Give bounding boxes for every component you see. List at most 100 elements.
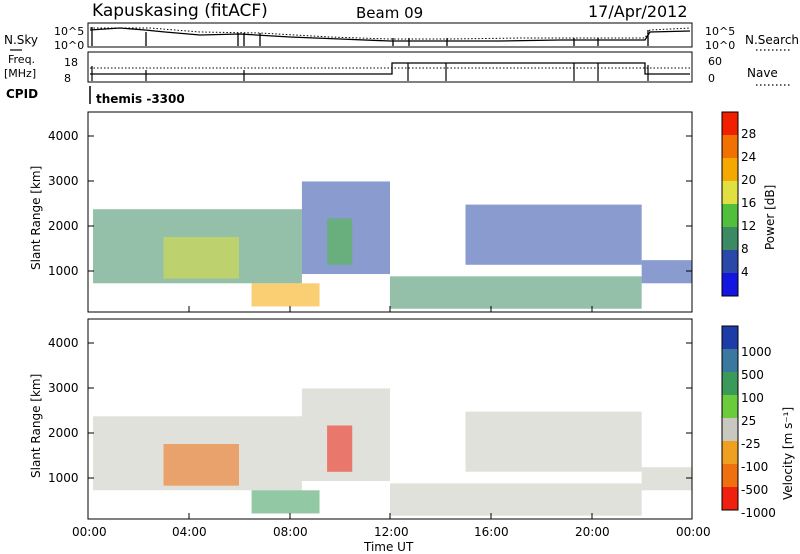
echo-region	[390, 276, 642, 309]
noise-panel: 10^5 10^0 10^5 10^0	[54, 22, 735, 52]
power-colorbar-swatches	[722, 112, 738, 296]
colorbar-swatch	[722, 112, 738, 135]
vel-cbar-tick-neg500: -500	[741, 483, 768, 497]
power-ytick-2000: 2000	[48, 219, 79, 233]
x-tick-0400: 04:00	[172, 525, 207, 539]
colorbar-swatch	[722, 135, 738, 158]
power-colorbar: 4 8 12 16 20 24 28 Power [dB]	[721, 111, 777, 297]
power-panel: Slant Range [km] 1000 2000 3000 4000	[29, 111, 693, 313]
echo-region	[163, 237, 239, 279]
x-tick-0800: 08:00	[273, 525, 308, 539]
nsky-label: N.Sky	[4, 33, 38, 47]
x-tick-1200: 12:00	[374, 525, 409, 539]
vel-cbar-tick-500: 500	[741, 368, 764, 382]
velocity-cbar-label: Velocity [m s⁻¹]	[781, 407, 795, 500]
nsky-trace	[89, 27, 691, 42]
noise-left-tick-bottom: 10^0	[54, 39, 84, 52]
velocity-yticks-marks	[88, 342, 692, 479]
noise-spikes	[91, 27, 649, 46]
echo-region	[251, 490, 320, 514]
x-tick-2000: 20:00	[575, 525, 610, 539]
colorbar-swatch	[722, 487, 738, 510]
velocity-panel: Slant Range [km] 1000 2000 3000 4000	[29, 318, 693, 520]
colorbar-swatch	[722, 204, 738, 227]
power-cbar-tick-20: 20	[741, 173, 756, 187]
colorbar-swatch	[722, 158, 738, 181]
power-cbar-tick-12: 12	[741, 219, 756, 233]
velocity-echo-layer	[93, 388, 692, 516]
colorbar-swatch	[722, 395, 738, 418]
vel-cbar-tick-25: 25	[741, 414, 756, 428]
power-cbar-tick-28: 28	[741, 127, 756, 141]
colorbar-swatch	[722, 464, 738, 487]
colorbar-swatch	[722, 250, 738, 273]
power-ytick-3000: 3000	[48, 174, 79, 188]
freq-label-2: [MHz]	[4, 67, 36, 80]
colorbar-swatch	[722, 441, 738, 464]
freq-label-1: Freq.	[8, 53, 35, 66]
station-title: Kapuskasing (fitACF)	[92, 1, 268, 21]
echo-region	[641, 260, 692, 284]
velocity-colorbar-swatches	[722, 326, 738, 510]
cpid-label: CPID	[6, 87, 38, 101]
echo-region	[327, 425, 353, 472]
x-tick-0000a: 00:00	[72, 525, 107, 539]
x-axis: 00:00 04:00 08:00 12:00 16:00 20:00 00:0…	[72, 306, 711, 554]
date-title: 17/Apr/2012	[588, 2, 688, 21]
noise-right-tick-bottom: 10^0	[705, 39, 735, 52]
echo-region	[390, 483, 642, 516]
power-cbar-tick-16: 16	[741, 196, 756, 210]
power-cbar-tick-8: 8	[741, 242, 749, 256]
velocity-ytick-4000: 4000	[48, 336, 79, 350]
echo-region	[465, 204, 642, 265]
colorbar-swatch	[722, 418, 738, 441]
noise-right-tick-top: 10^5	[705, 25, 735, 38]
nsearch-trace	[90, 27, 691, 40]
freq-trace	[90, 62, 690, 75]
velocity-ytick-2000: 2000	[48, 426, 79, 440]
velocity-ytick-1000: 1000	[48, 471, 79, 485]
power-ytick-4000: 4000	[48, 129, 79, 143]
x-tick-1600: 16:00	[474, 525, 509, 539]
velocity-colorbar: 1000 500 100 25 -25 -100 -500 -1000 Velo…	[721, 325, 795, 520]
velocity-ytick-3000: 3000	[48, 381, 79, 395]
echo-region	[327, 218, 353, 265]
power-ytick-1000: 1000	[48, 264, 79, 278]
echo-region	[465, 411, 642, 472]
freq-right-tick-bottom: 0	[708, 72, 715, 85]
power-yticks-marks	[88, 135, 692, 272]
vel-cbar-tick-neg25: -25	[741, 437, 761, 451]
colorbar-swatch	[722, 227, 738, 250]
freq-panel: 18 8 60 0	[64, 51, 722, 85]
echo-region	[641, 467, 692, 491]
noise-left-tick-top: 10^5	[54, 25, 84, 38]
colorbar-swatch	[722, 326, 738, 349]
colorbar-swatch	[722, 181, 738, 204]
vel-cbar-tick-100: 100	[741, 391, 764, 405]
velocity-ylabel: Slant Range [km]	[29, 374, 43, 478]
nsearch-label: N.Search	[745, 33, 799, 47]
vel-cbar-tick-1000: 1000	[741, 345, 772, 359]
vel-cbar-tick-neg100: -100	[741, 460, 768, 474]
power-cbar-tick-4: 4	[741, 265, 749, 279]
vel-cbar-tick-neg1000: -1000	[741, 506, 776, 520]
echo-region	[251, 283, 320, 307]
echo-region	[163, 444, 239, 486]
colorbar-swatch	[722, 372, 738, 395]
freq-spikes	[91, 63, 649, 81]
power-cbar-label: Power [dB]	[763, 185, 777, 250]
beam-title: Beam 09	[356, 4, 423, 22]
x-axis-label: Time UT	[363, 540, 414, 554]
x-tick-0000b: 00:00	[676, 525, 711, 539]
colorbar-swatch	[722, 273, 738, 296]
freq-left-tick-top: 18	[64, 56, 78, 69]
x-tick-marks	[87, 306, 593, 519]
power-ylabel: Slant Range [km]	[29, 166, 43, 270]
cpid-value: themis -3300	[96, 92, 185, 106]
power-cbar-tick-24: 24	[741, 150, 756, 164]
nave-label: Nave	[747, 66, 778, 80]
colorbar-swatch	[722, 349, 738, 372]
power-echo-layer	[93, 181, 692, 309]
freq-right-tick-top: 60	[708, 55, 722, 68]
